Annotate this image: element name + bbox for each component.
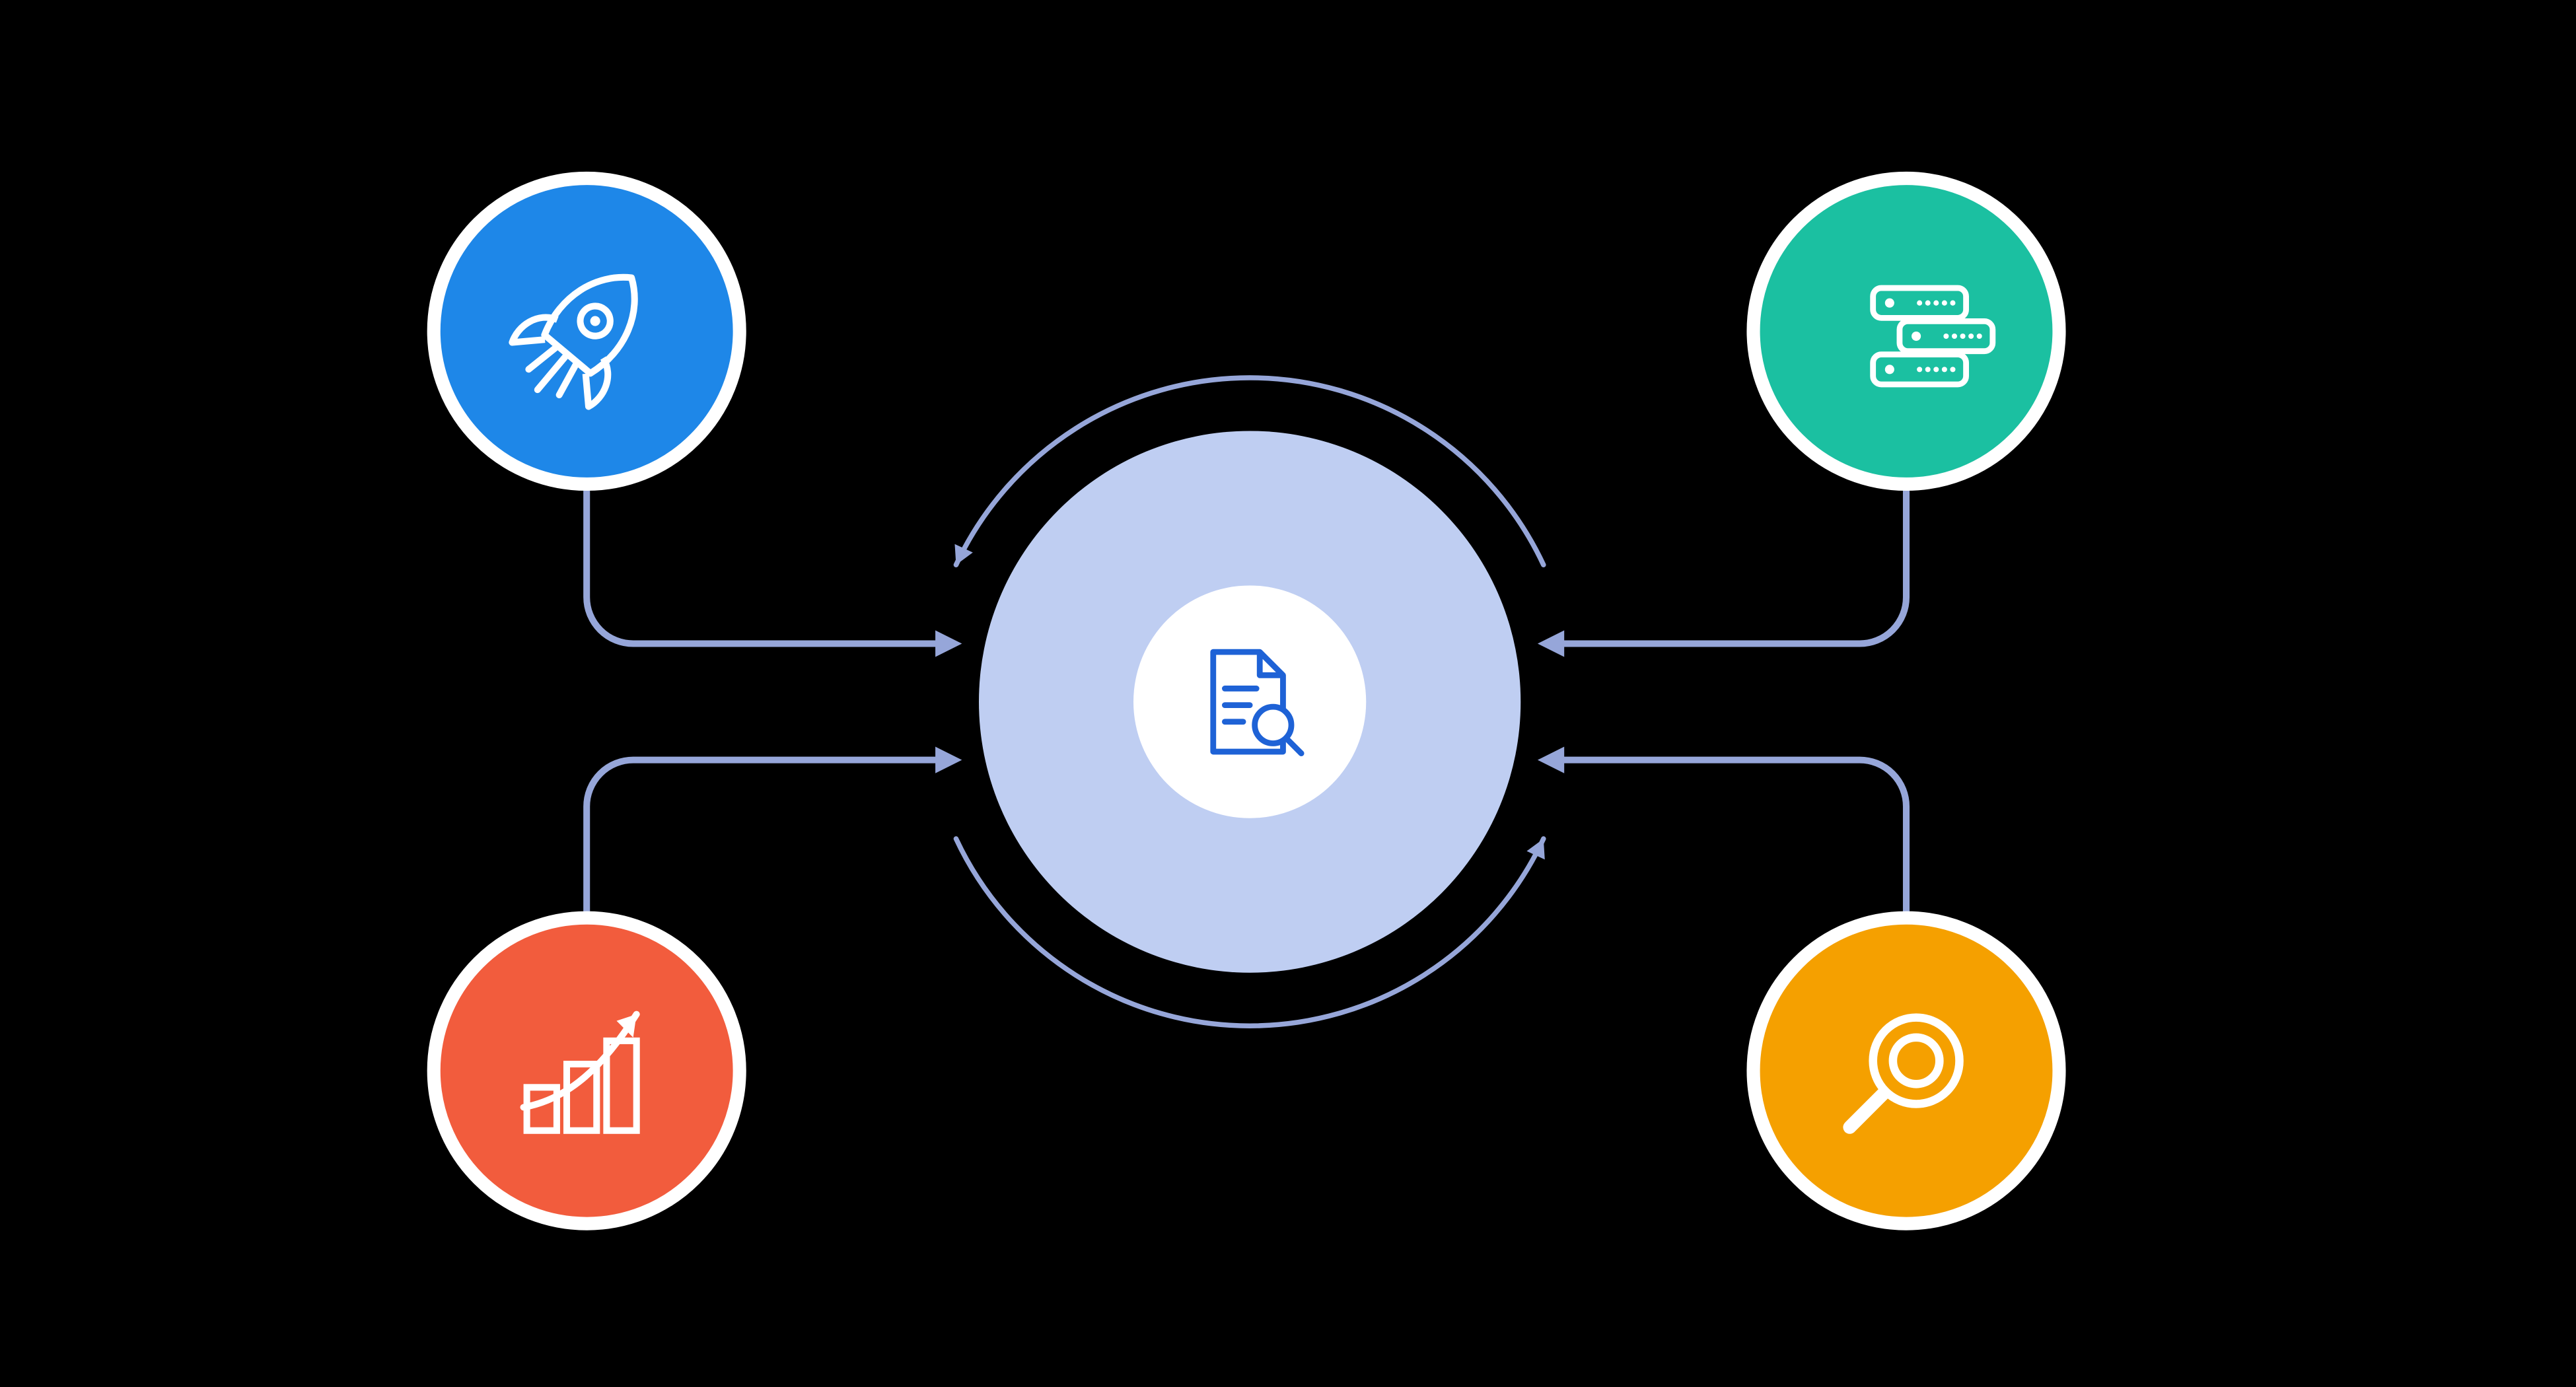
node-circle-magnify [1754, 918, 2059, 1224]
connector-rocket [587, 484, 935, 644]
center-inner-circle [1133, 585, 1366, 818]
node-rocket [434, 178, 740, 484]
node-circle-servers [1754, 178, 2059, 484]
connector-arrow-growth [935, 747, 962, 773]
connector-servers [1564, 484, 1906, 644]
connector-arrow-servers [1538, 630, 1564, 657]
connector-arrow-magnify [1538, 747, 1564, 773]
center-node [979, 431, 1521, 972]
node-servers [1754, 178, 2059, 484]
diagram-canvas [0, 0, 2576, 1387]
hub-diagram [0, 0, 2576, 1387]
connector-arrow-rocket [935, 630, 962, 657]
node-growth [434, 918, 740, 1224]
connector-magnify [1564, 760, 1906, 918]
connector-growth [587, 760, 935, 918]
node-circle-growth [434, 918, 740, 1224]
node-magnify [1754, 918, 2059, 1224]
